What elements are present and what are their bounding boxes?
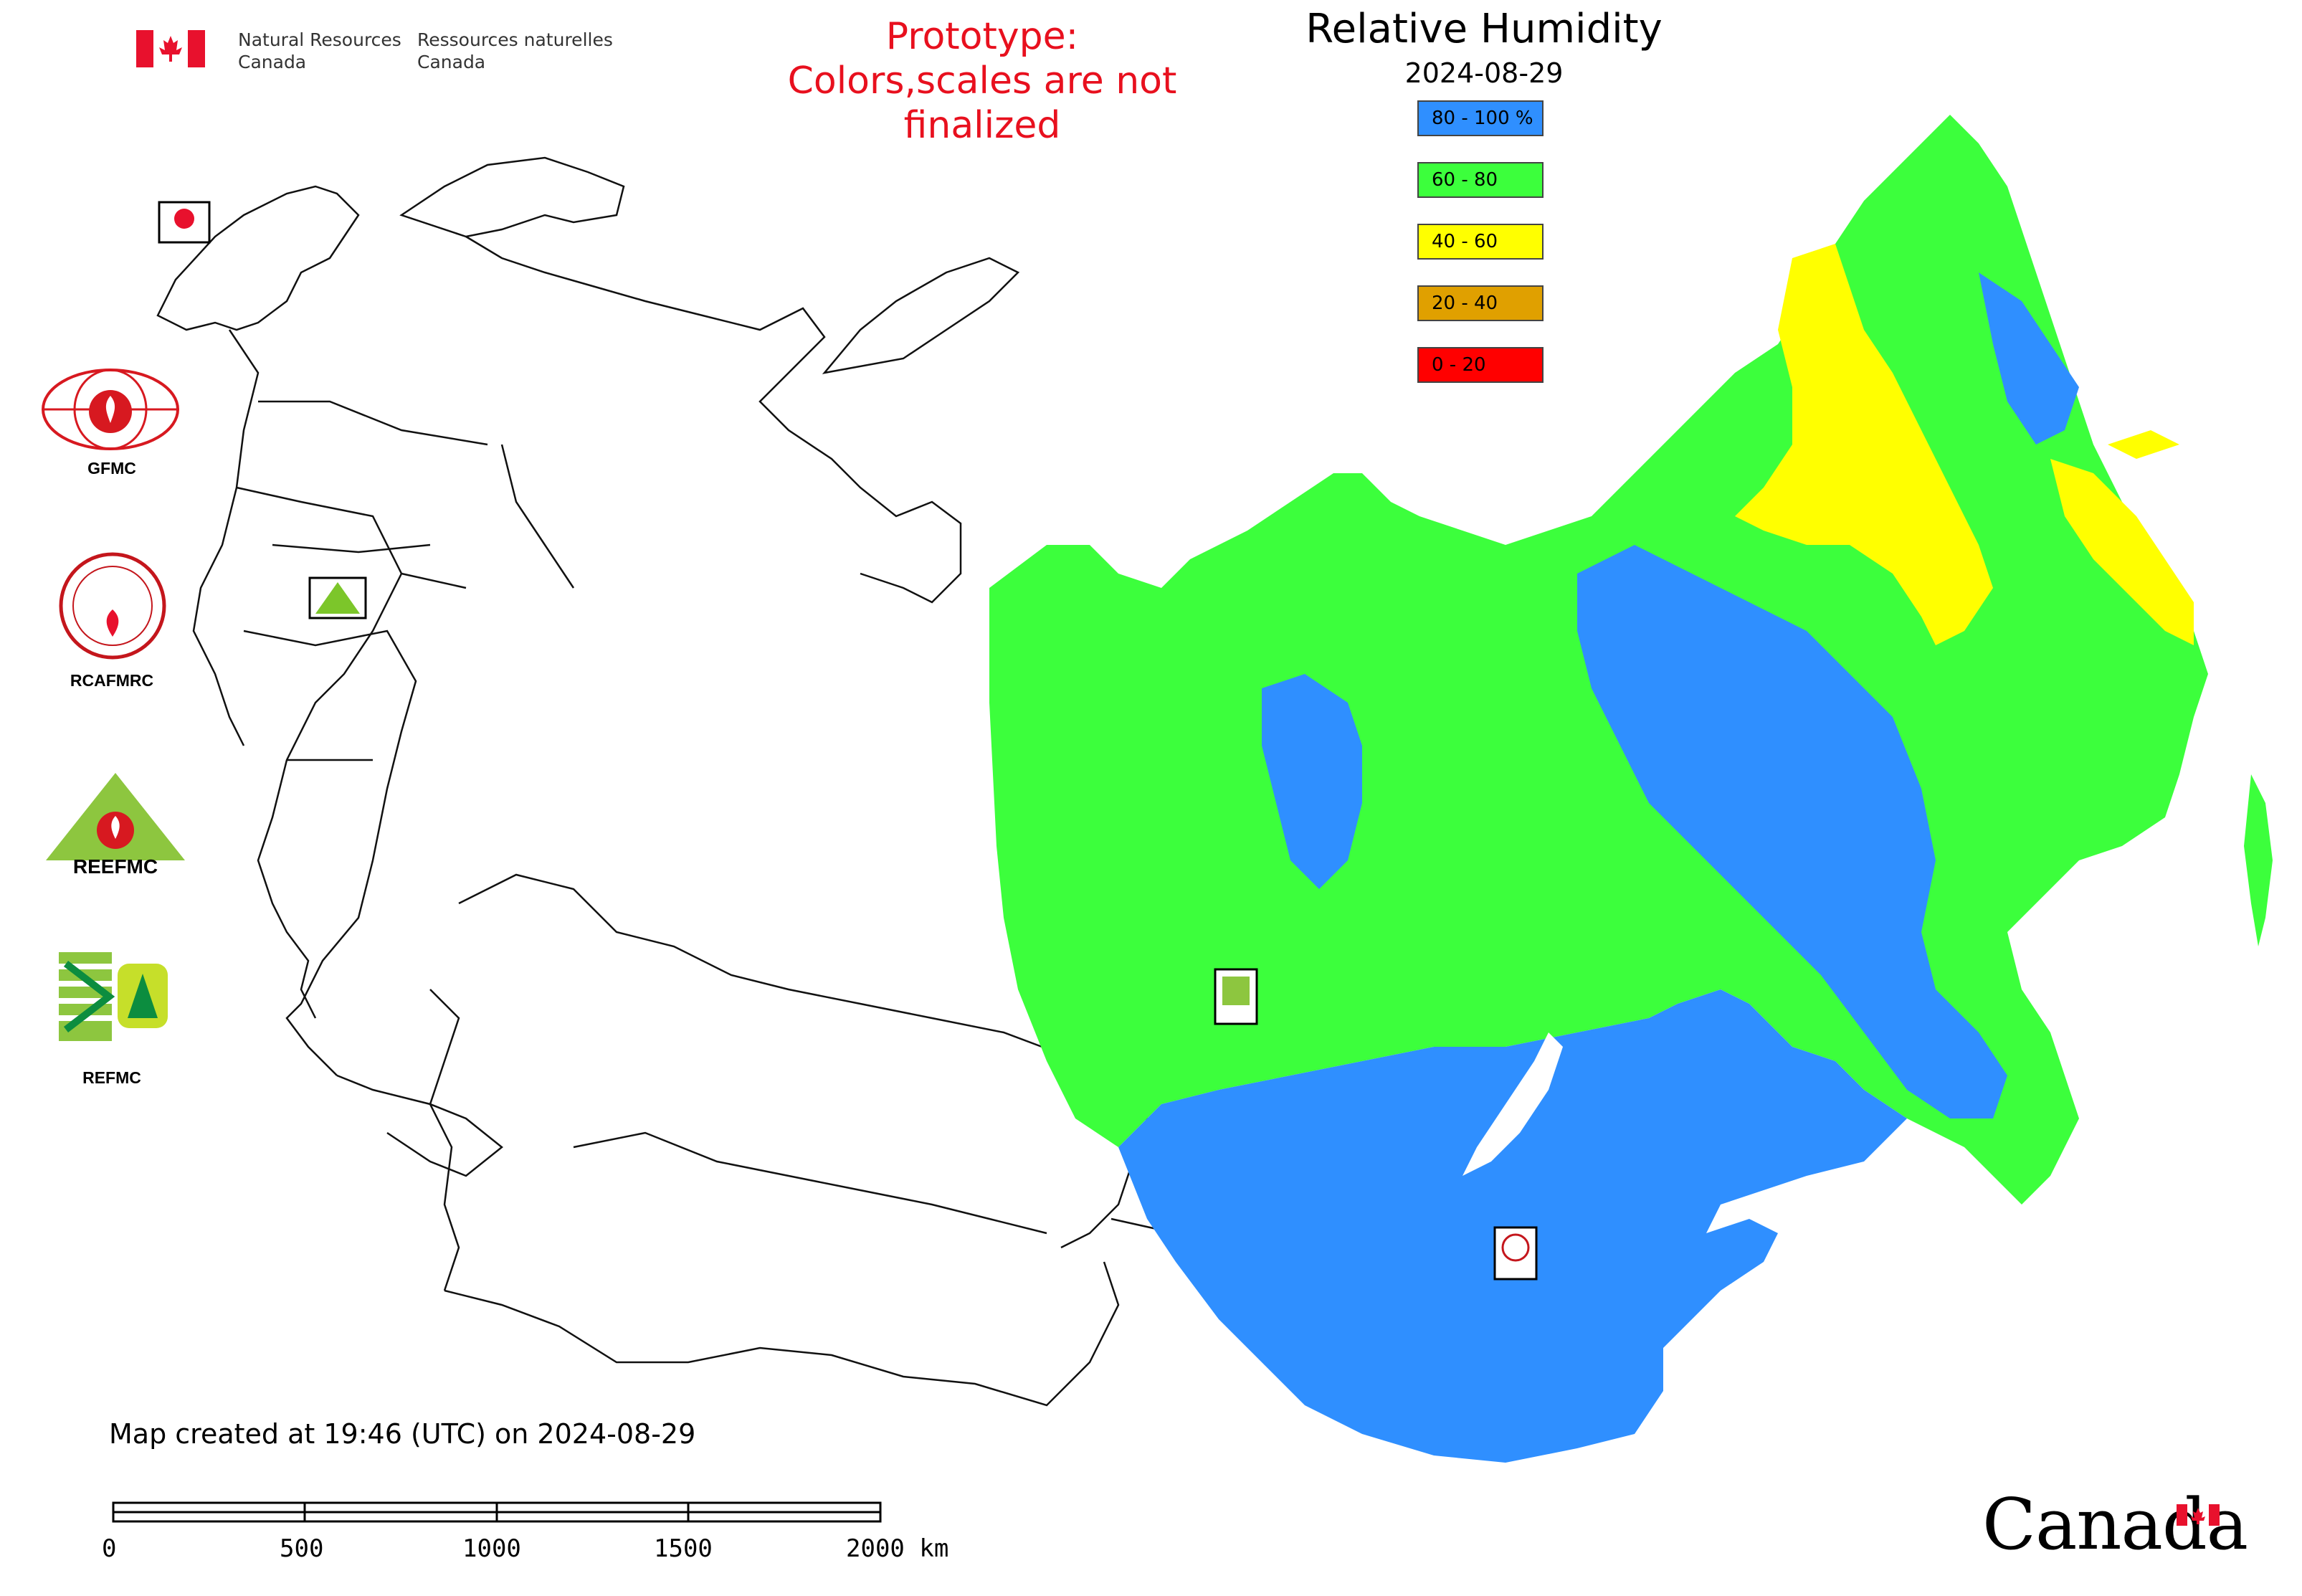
map-marker-refmc-icon [1222, 977, 1250, 1005]
legend-item-0-20: 0 - 20 [1417, 347, 1544, 383]
eastern-europe-outline [236, 486, 403, 1019]
legend-label: 80 - 100 % [1432, 108, 1533, 129]
canada-flag-icon [136, 30, 205, 67]
rcafmrc-logo-icon [59, 552, 166, 660]
prototype-line1: Prototype: [885, 15, 1079, 58]
department-en: Natural Resources Canada [238, 29, 401, 73]
map-marker-gfmc-icon [174, 209, 194, 229]
legend-label: 20 - 40 [1432, 293, 1498, 314]
department-en-line2: Canada [238, 52, 307, 72]
humidity-blue-region-west [1262, 674, 1362, 889]
reefmc-logo-icon: REEFMC [46, 773, 185, 875]
sakhalin-island [2244, 774, 2273, 946]
scandinavia-outline [156, 185, 360, 331]
prototype-notice: Prototype: Colors,scales are not finaliz… [753, 14, 1212, 148]
map-marker-rcafmrc-icon [1501, 1233, 1530, 1262]
prototype-line2: Colors,scales are not finalized [787, 60, 1177, 147]
humidity-blue-region-east [1577, 545, 2007, 1118]
map-date: 2024-08-29 [1404, 57, 1564, 89]
legend-item-40-60: 40 - 60 [1417, 224, 1544, 260]
lake-baikal [1462, 1032, 1563, 1176]
belarus-ukraine-outline [243, 630, 417, 1076]
kola-outline [399, 156, 625, 238]
scale-label-1000: 1000 [462, 1534, 521, 1563]
white-sea-coast-outline [465, 235, 962, 604]
map-created-text: Map created at 19:46 (UTC) on 2024-08-29 [109, 1418, 696, 1450]
novaya-zemlya-outline [822, 257, 1020, 374]
gfmc-logo-icon [42, 369, 179, 450]
rcafmrc-label: RCAFMRC [70, 671, 154, 690]
baltic-coast-outline [192, 329, 260, 746]
legend-label: 40 - 60 [1432, 231, 1498, 252]
caspian-outline [429, 989, 460, 1291]
kazakhstan-outline [458, 873, 1148, 1249]
map-marker-rcafmrc [1493, 1226, 1538, 1281]
humidity-yellow-region [1735, 244, 1993, 645]
humidity-yellow-region-kamchatka [2050, 459, 2194, 645]
humidity-yellow-tip [2108, 430, 2179, 459]
scale-label-2000: 2000 km [846, 1534, 949, 1563]
black-sea-outline [336, 1074, 504, 1177]
wordmark-flag-icon [2177, 1504, 2220, 1526]
gfmc-label: GFMC [87, 459, 136, 478]
legend-label: 60 - 80 [1432, 169, 1498, 191]
refmc-label: REFMC [82, 1068, 141, 1087]
central-asia-outline [444, 1261, 1120, 1407]
map-marker-reefmc-icon [315, 582, 360, 614]
department-fr-line1: Ressources naturelles [417, 29, 613, 50]
map-title: Relative Humidity [1305, 6, 1663, 52]
department-en-line1: Natural Resources [238, 29, 401, 50]
reefmc-logo-text: REEFMC [73, 855, 158, 875]
legend-item-60-80: 60 - 80 [1417, 162, 1544, 198]
refmc-logo-icon [59, 949, 171, 1044]
scale-label-500: 500 [280, 1534, 324, 1563]
department-fr-line2: Canada [417, 52, 486, 72]
legend-item-20-40: 20 - 40 [1417, 285, 1544, 321]
uzbekistan-outline [573, 1131, 1047, 1235]
humidity-blue-region-south [1118, 989, 1907, 1463]
humidity-blue-region-kamchatka [1979, 272, 2079, 445]
legend-label: 0 - 20 [1432, 354, 1486, 376]
department-fr: Ressources naturelles Canada [417, 29, 613, 73]
scale-label-0: 0 [102, 1534, 117, 1563]
scale-label-1500: 1500 [654, 1534, 713, 1563]
inner-regions-outline [258, 400, 575, 761]
canada-wordmark: Canada [1982, 1484, 2248, 1566]
legend-item-80-100: 80 - 100 % [1417, 100, 1544, 136]
scale-bar [112, 1501, 882, 1523]
